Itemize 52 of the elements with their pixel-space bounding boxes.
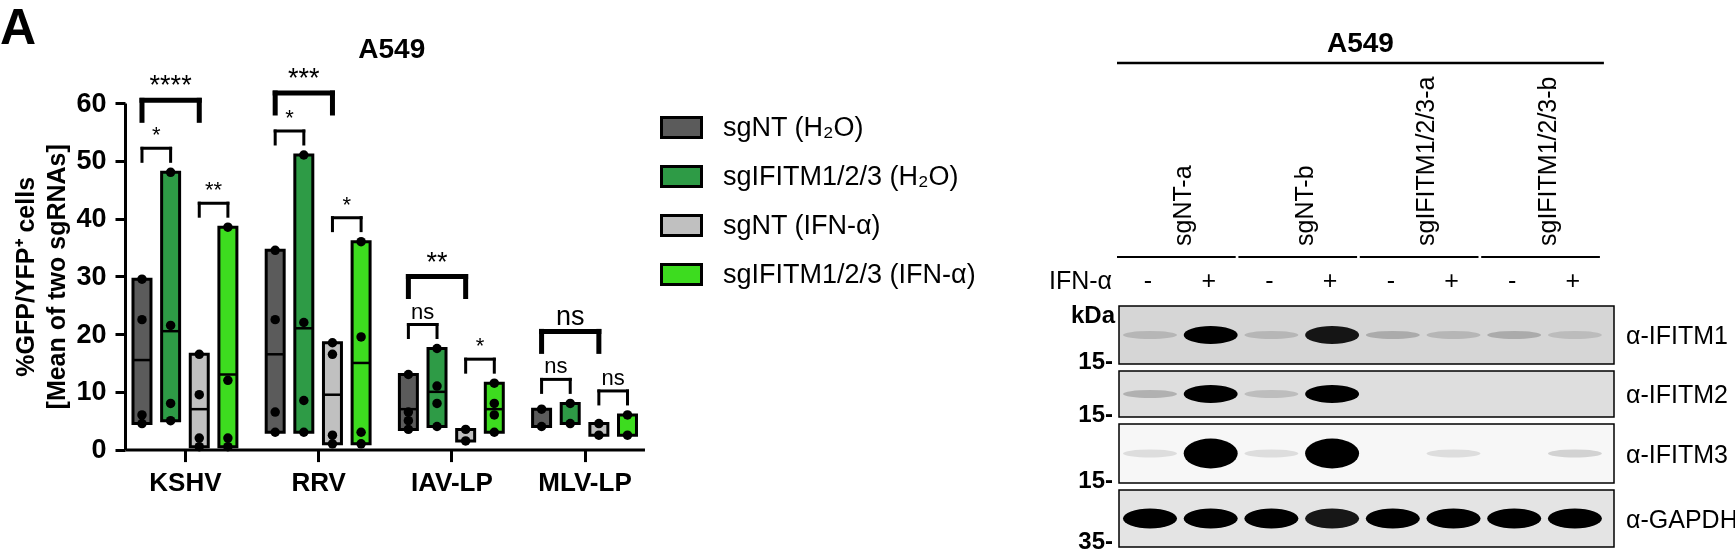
text: 15- — [1078, 400, 1114, 427]
x-tick-label: MLV-LP — [538, 467, 632, 498]
x-tick-label: RRV — [291, 467, 347, 498]
category-label: α-GAPDH — [1626, 504, 1735, 533]
text: + — [1565, 266, 1581, 294]
text: 15- — [1078, 466, 1114, 493]
y-tick-label: 20 — [76, 318, 107, 349]
text: kDa — [1070, 301, 1116, 328]
text: A — [0, 0, 37, 55]
annotation: ns — [601, 364, 625, 390]
annotation: **** — [285, 63, 321, 130]
category-label: sgIFITM1/2/3-a — [1411, 76, 1440, 246]
text: + — [1322, 266, 1338, 294]
category-label: sgIFITM1/2/3-b — [1532, 76, 1561, 246]
annotation: ns — [411, 298, 435, 324]
y-tick-label: 0 — [91, 434, 107, 465]
text: 35- — [1078, 527, 1114, 554]
text: 15- — [1078, 347, 1114, 374]
annotation: ns — [544, 353, 568, 379]
text: IFN-α — [1048, 266, 1112, 294]
y-tick-label: 40 — [76, 203, 107, 234]
text: - — [1143, 266, 1153, 294]
x-tick-label: IAV-LP — [410, 467, 493, 498]
y-tick-label: 10 — [76, 376, 107, 407]
annotation: * — [152, 122, 162, 148]
annotation: ** — [205, 177, 223, 203]
y-tick-label: 30 — [76, 260, 107, 291]
annotation: ns — [555, 301, 585, 332]
text: + — [1444, 266, 1459, 294]
legend-label: sgIFITM1/2/3 (H₂O) — [723, 160, 959, 191]
chart-title: A549 — [358, 33, 426, 64]
text: A549 — [1326, 27, 1394, 58]
text: - — [1508, 266, 1517, 294]
category-label: α-IFITM1 — [1626, 321, 1728, 349]
category-label: α-IFITM2 — [1626, 380, 1728, 408]
legend-label: sgNT (IFN-α) — [723, 209, 881, 240]
y-axis-title: %GFP/YFP⁺ cells [Mean of two sgRNAs] — [11, 144, 71, 410]
annotation: * — [475, 333, 485, 359]
legend-label: sgNT (H₂O) — [723, 111, 864, 142]
category-label: sgNT-a — [1168, 165, 1197, 246]
legend-label: sgIFITM1/2/3 (IFN-α) — [723, 258, 976, 289]
text: - — [1265, 266, 1274, 294]
annotation: * — [342, 191, 352, 217]
y-tick-label: 50 — [76, 145, 107, 176]
x-tick-label: KSHV — [149, 467, 223, 498]
text: **** — [149, 70, 192, 101]
text: + — [1201, 266, 1216, 294]
annotation: ** — [426, 246, 449, 277]
category-label: sgNT-b — [1289, 165, 1318, 246]
text: - — [1386, 266, 1395, 294]
y-tick-label: 60 — [76, 87, 107, 118]
category-label: α-IFITM3 — [1626, 439, 1728, 468]
